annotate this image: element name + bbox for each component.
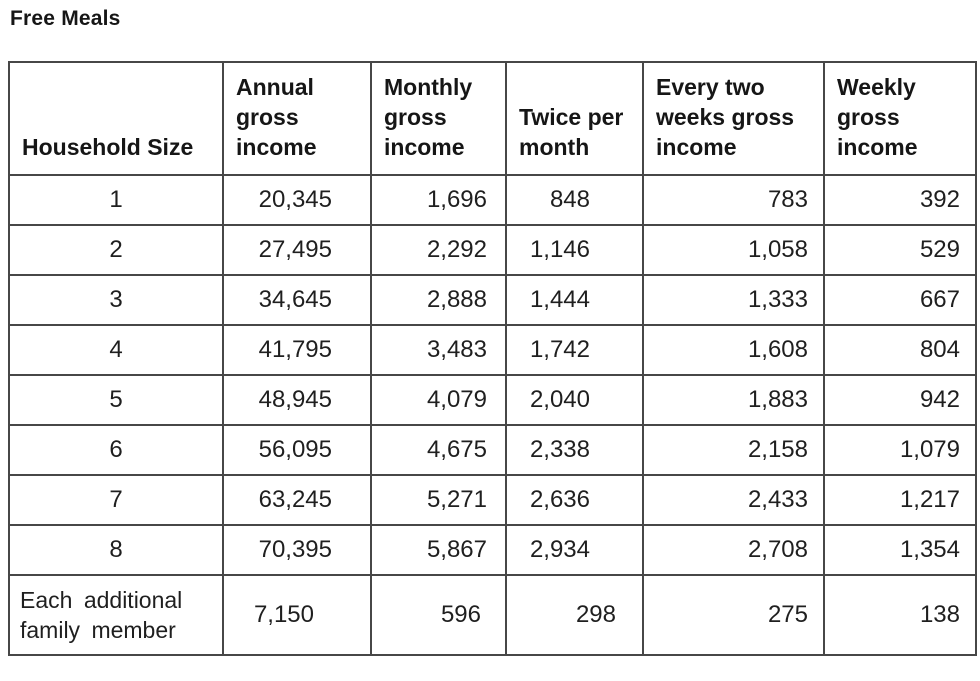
- cell-every-two-weeks-gross-income: 1,883: [642, 374, 825, 426]
- cell-annual-gross-income: 20,345: [222, 174, 372, 226]
- table-row: 8 70,395 5,867 2,934 2,708 1,354: [8, 524, 977, 576]
- cell-twice-per-month: 2,636: [505, 474, 644, 526]
- cell-each-additional-member-label: Each additional family member: [8, 574, 224, 656]
- cell-annual-gross-income: 27,495: [222, 224, 372, 276]
- cell-household-size: 3: [8, 274, 224, 326]
- cell-weekly-gross-income: 667: [823, 274, 977, 326]
- cell-monthly-gross-income: 5,867: [370, 524, 507, 576]
- cell-annual-gross-income: 70,395: [222, 524, 372, 576]
- cell-weekly-gross-income: 138: [823, 574, 977, 656]
- cell-every-two-weeks-gross-income: 275: [642, 574, 825, 656]
- table-row: 4 41,795 3,483 1,742 1,608 804: [8, 324, 977, 376]
- cell-monthly-gross-income: 2,292: [370, 224, 507, 276]
- cell-monthly-gross-income: 4,079: [370, 374, 507, 426]
- cell-twice-per-month: 298: [505, 574, 644, 656]
- column-header-twice-per-month: Twice per month: [505, 61, 644, 176]
- cell-twice-per-month: 2,934: [505, 524, 644, 576]
- cell-annual-gross-income: 7,150: [222, 574, 372, 656]
- table-row: 6 56,095 4,675 2,338 2,158 1,079: [8, 424, 977, 476]
- cell-weekly-gross-income: 529: [823, 224, 977, 276]
- cell-monthly-gross-income: 4,675: [370, 424, 507, 476]
- cell-weekly-gross-income: 1,217: [823, 474, 977, 526]
- table-row: 5 48,945 4,079 2,040 1,883 942: [8, 374, 977, 426]
- table-body: 1 20,345 1,696 848 783 392 2 27,495 2,29…: [8, 174, 977, 656]
- cell-household-size: 6: [8, 424, 224, 476]
- table-header-row: Household Size Annual gross income Month…: [8, 61, 977, 176]
- cell-monthly-gross-income: 3,483: [370, 324, 507, 376]
- cell-every-two-weeks-gross-income: 2,158: [642, 424, 825, 476]
- cell-household-size: 1: [8, 174, 224, 226]
- document-page: Free Meals Household Size Annual gross i…: [0, 7, 980, 681]
- table-row: 7 63,245 5,271 2,636 2,433 1,217: [8, 474, 977, 526]
- cell-every-two-weeks-gross-income: 2,708: [642, 524, 825, 576]
- column-header-household-size: Household Size: [8, 61, 224, 176]
- cell-twice-per-month: 2,338: [505, 424, 644, 476]
- table-row-each-additional-member: Each additional family member 7,150 596 …: [8, 574, 977, 656]
- cell-every-two-weeks-gross-income: 783: [642, 174, 825, 226]
- cell-every-two-weeks-gross-income: 1,608: [642, 324, 825, 376]
- cell-annual-gross-income: 63,245: [222, 474, 372, 526]
- cell-annual-gross-income: 56,095: [222, 424, 372, 476]
- cell-annual-gross-income: 48,945: [222, 374, 372, 426]
- cell-annual-gross-income: 41,795: [222, 324, 372, 376]
- cell-monthly-gross-income: 596: [370, 574, 507, 656]
- cell-annual-gross-income: 34,645: [222, 274, 372, 326]
- column-header-every-two-weeks-gross-income: Every two weeks gross income: [642, 61, 825, 176]
- cell-twice-per-month: 848: [505, 174, 644, 226]
- free-meals-table: Household Size Annual gross income Month…: [8, 61, 977, 656]
- page-title: Free Meals: [10, 7, 121, 30]
- cell-every-two-weeks-gross-income: 1,058: [642, 224, 825, 276]
- cell-weekly-gross-income: 804: [823, 324, 977, 376]
- cell-monthly-gross-income: 1,696: [370, 174, 507, 226]
- cell-twice-per-month: 1,742: [505, 324, 644, 376]
- cell-household-size: 2: [8, 224, 224, 276]
- cell-weekly-gross-income: 1,079: [823, 424, 977, 476]
- table-header: Household Size Annual gross income Month…: [8, 61, 977, 176]
- cell-household-size: 4: [8, 324, 224, 376]
- column-header-monthly-gross-income: Monthly gross income: [370, 61, 507, 176]
- cell-household-size: 5: [8, 374, 224, 426]
- cell-weekly-gross-income: 392: [823, 174, 977, 226]
- cell-twice-per-month: 2,040: [505, 374, 644, 426]
- table-row: 3 34,645 2,888 1,444 1,333 667: [8, 274, 977, 326]
- cell-weekly-gross-income: 1,354: [823, 524, 977, 576]
- cell-every-two-weeks-gross-income: 1,333: [642, 274, 825, 326]
- cell-household-size: 8: [8, 524, 224, 576]
- column-header-annual-gross-income: Annual gross income: [222, 61, 372, 176]
- column-header-weekly-gross-income: Weekly gross income: [823, 61, 977, 176]
- cell-every-two-weeks-gross-income: 2,433: [642, 474, 825, 526]
- cell-household-size: 7: [8, 474, 224, 526]
- cell-twice-per-month: 1,146: [505, 224, 644, 276]
- cell-monthly-gross-income: 2,888: [370, 274, 507, 326]
- cell-twice-per-month: 1,444: [505, 274, 644, 326]
- cell-weekly-gross-income: 942: [823, 374, 977, 426]
- table-row: 2 27,495 2,292 1,146 1,058 529: [8, 224, 977, 276]
- cell-monthly-gross-income: 5,271: [370, 474, 507, 526]
- table-row: 1 20,345 1,696 848 783 392: [8, 174, 977, 226]
